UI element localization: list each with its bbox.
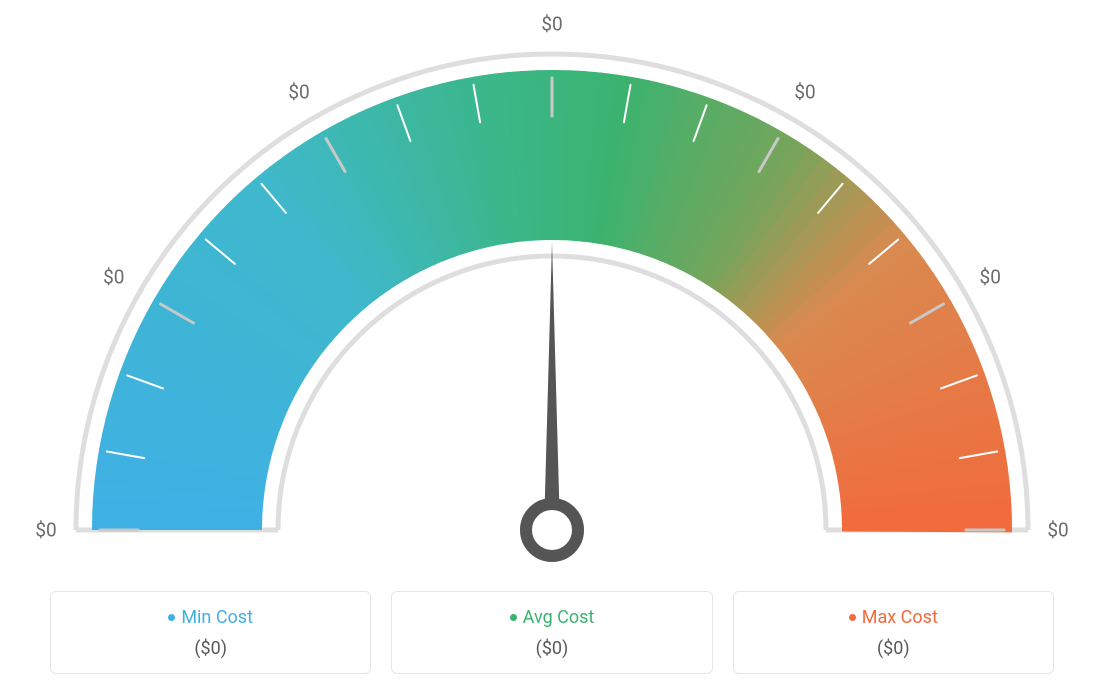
gauge-svg (0, 0, 1104, 580)
legend-value-min: ($0) (61, 638, 360, 659)
gauge-scale-label: $0 (1047, 519, 1068, 542)
dot-icon (168, 614, 175, 621)
gauge-scale-label: $0 (794, 80, 815, 103)
legend-value-max: ($0) (744, 638, 1043, 659)
legend-card-min: Min Cost ($0) (50, 591, 371, 674)
gauge-scale-label: $0 (35, 519, 56, 542)
gauge-scale-label: $0 (980, 266, 1001, 289)
gauge-scale-label: $0 (103, 266, 124, 289)
legend-title-max: Max Cost (862, 607, 938, 628)
legend-value-avg: ($0) (402, 638, 701, 659)
legend-title-avg: Avg Cost (523, 607, 595, 628)
gauge-scale-label: $0 (541, 13, 562, 36)
gauge-chart: $0 $0 $0 $0 $0 $0 $0 (0, 0, 1104, 580)
gauge-scale-label: $0 (288, 80, 309, 103)
dot-icon (849, 614, 856, 621)
legend-card-max: Max Cost ($0) (733, 591, 1054, 674)
legend-card-avg: Avg Cost ($0) (391, 591, 712, 674)
legend-title-min: Min Cost (181, 607, 253, 628)
dot-icon (510, 614, 517, 621)
legend-row: Min Cost ($0) Avg Cost ($0) Max Cost ($0… (50, 591, 1054, 674)
